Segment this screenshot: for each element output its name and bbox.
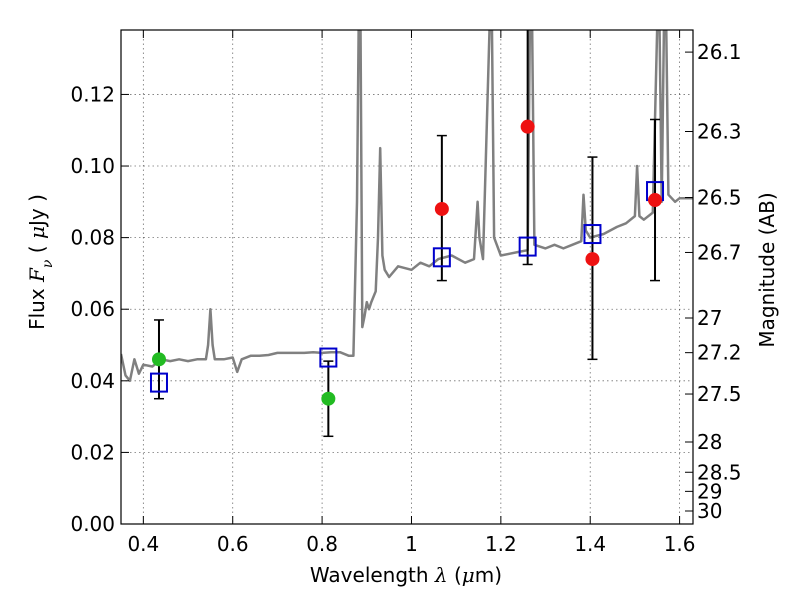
- right-tick-label: 28.5: [697, 460, 742, 484]
- right-tick-label: 26.5: [697, 186, 742, 210]
- synthetic-photometry-square: [518, 236, 537, 257]
- right-tick-label: 29: [697, 479, 722, 503]
- nir-photometry-point: [520, 119, 535, 134]
- right-tick-label: 27.5: [697, 382, 742, 406]
- right-tick-label: 26.3: [697, 119, 742, 143]
- right-axis-title: Magnitude (AB): [755, 192, 779, 347]
- grid-lines: [121, 30, 693, 525]
- right-tick-label: 26.7: [697, 240, 742, 264]
- nir-photometry-point: [585, 252, 600, 267]
- nir-photometry-point: [648, 193, 663, 208]
- right-tick-label: 27: [697, 306, 722, 330]
- model-spectrum: [121, 30, 693, 383]
- right-tick-label: 26.1: [697, 40, 742, 64]
- y-axis-title: Flux Fν ( μJy ): [25, 194, 56, 330]
- right-tick-label: 28: [697, 430, 722, 454]
- y-tick-label: 0.12: [70, 82, 115, 106]
- right-tick-label: 30: [697, 499, 722, 523]
- y-tick-label: 0.08: [70, 226, 115, 250]
- y-tick-label: 0.06: [70, 297, 115, 321]
- axis-ticks: 0.4 0.6 0.8 1 1.2 1.4 1.6 0.00 0.02 0.04 0.06 0.08 0…: [70, 30, 742, 556]
- x-tick-label: 0.8: [306, 532, 338, 556]
- plot-frame: [120, 29, 694, 525]
- x-tick-label: 0.4: [127, 532, 159, 556]
- y-tick-label: 0.04: [70, 369, 115, 393]
- y-tick-label: 0.10: [70, 154, 115, 178]
- synthetic-photometry-square: [149, 372, 168, 393]
- x-axis-title: Wavelength λ (μm): [310, 563, 502, 587]
- photometry-points: [149, 119, 665, 406]
- right-tick-label: 27.2: [697, 341, 742, 365]
- optical-photometry-point: [321, 391, 336, 406]
- nir-photometry-point: [434, 201, 449, 216]
- synthetic-photometry-square: [432, 247, 451, 268]
- x-tick-label: 0.6: [217, 532, 249, 556]
- y-tick-label: 0.02: [70, 440, 115, 464]
- optical-photometry-point: [151, 352, 166, 367]
- x-tick-label: 1.2: [485, 532, 517, 556]
- y-tick-label: 0.00: [70, 512, 115, 536]
- x-tick-label: 1.6: [664, 532, 696, 556]
- synthetic-photometry-square: [319, 347, 338, 368]
- x-tick-label: 1.4: [574, 532, 606, 556]
- synthetic-photometry-square: [583, 224, 602, 245]
- x-tick-label: 1: [405, 532, 418, 556]
- model-spectrum-line: [121, 30, 693, 383]
